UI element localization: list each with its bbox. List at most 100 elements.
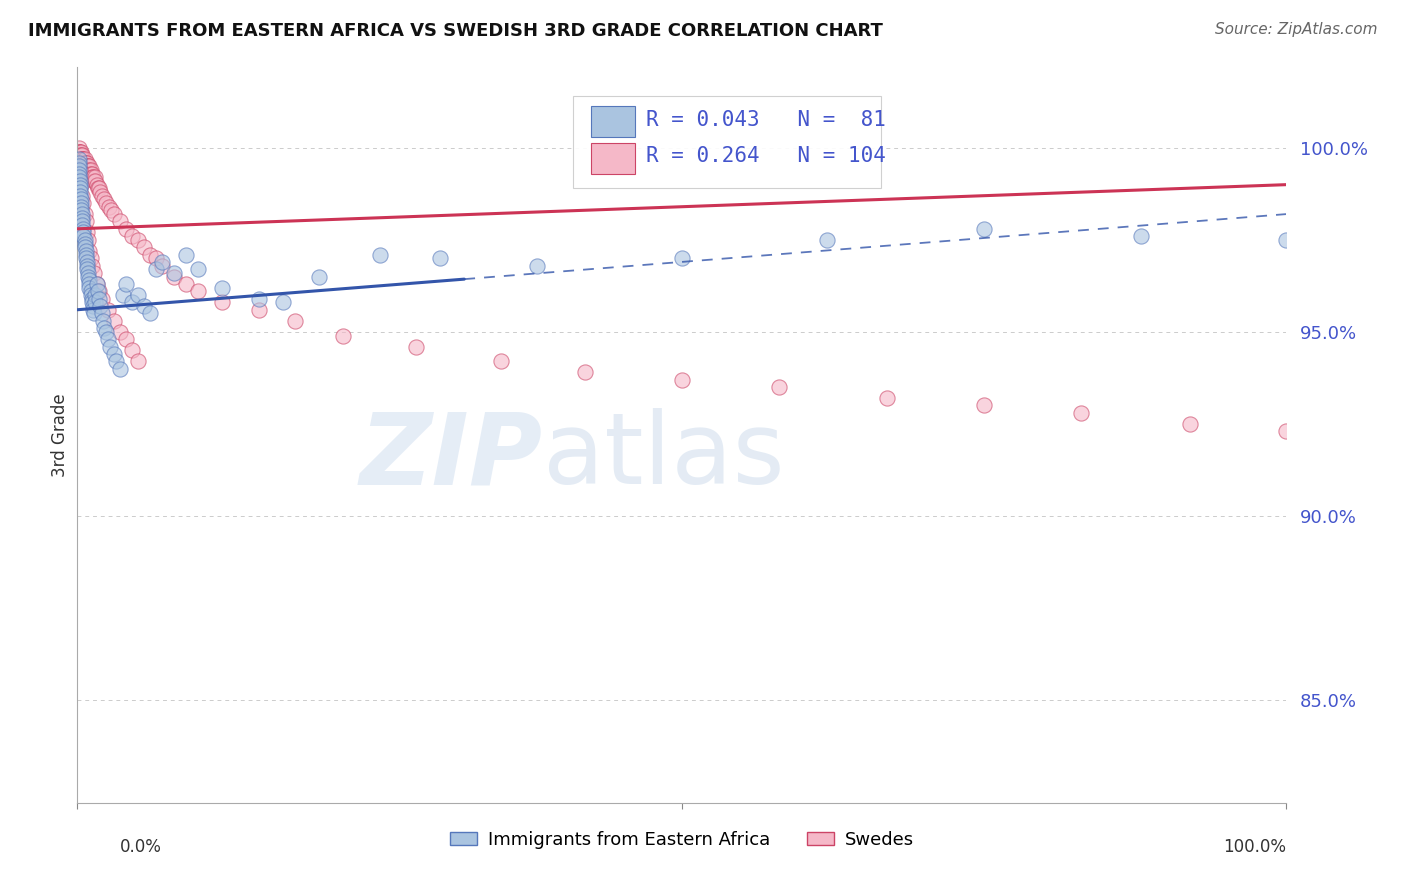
Point <box>87 292 110 306</box>
Point <box>79 277 101 291</box>
Point <box>70 152 93 166</box>
Point <box>69 152 91 166</box>
Point <box>815 233 838 247</box>
Point <box>72 226 94 240</box>
Point <box>73 236 96 251</box>
Point <box>70 152 93 166</box>
Point <box>187 262 209 277</box>
Point <box>69 178 91 192</box>
Point <box>73 233 96 247</box>
Point <box>84 170 107 185</box>
Point <box>429 252 451 266</box>
Point <box>73 159 96 173</box>
Point <box>114 277 136 291</box>
Point <box>163 269 186 284</box>
Point <box>67 152 90 166</box>
Point <box>150 259 173 273</box>
FancyBboxPatch shape <box>574 96 882 188</box>
Point <box>127 354 149 368</box>
Point <box>70 214 93 228</box>
Point <box>77 159 100 173</box>
Point <box>79 163 101 178</box>
Point <box>671 252 693 266</box>
Point <box>70 152 93 166</box>
Point <box>89 185 111 199</box>
Point <box>70 211 93 225</box>
Point <box>67 159 90 173</box>
Point <box>70 148 93 162</box>
Point <box>91 314 114 328</box>
Point <box>768 380 790 394</box>
Point <box>87 181 110 195</box>
Point <box>67 148 90 162</box>
Point <box>67 145 90 159</box>
Point <box>1130 229 1153 244</box>
Point <box>79 167 101 181</box>
Point <box>69 148 91 162</box>
Point <box>69 148 91 162</box>
Point <box>82 170 104 185</box>
Point <box>67 145 90 159</box>
Text: Source: ZipAtlas.com: Source: ZipAtlas.com <box>1215 22 1378 37</box>
Point <box>574 365 596 379</box>
Text: atlas: atlas <box>543 409 785 506</box>
Point <box>145 252 167 266</box>
Point <box>67 163 90 178</box>
Point <box>69 185 91 199</box>
Point <box>1275 233 1298 247</box>
Point <box>82 302 104 317</box>
Point <box>671 373 693 387</box>
Text: 100.0%: 100.0% <box>1223 838 1286 855</box>
Point <box>79 163 101 178</box>
Point <box>69 181 91 195</box>
Point <box>526 259 548 273</box>
Point <box>75 155 97 169</box>
Point <box>72 159 94 173</box>
Point <box>70 200 93 214</box>
Point <box>75 214 97 228</box>
Point <box>69 174 91 188</box>
Point <box>93 193 115 207</box>
Point <box>67 167 90 181</box>
Point <box>83 174 105 188</box>
Point <box>98 340 121 354</box>
Point <box>150 255 173 269</box>
Point <box>76 262 98 277</box>
Point <box>70 178 93 192</box>
Point <box>145 262 167 277</box>
Point <box>73 207 96 221</box>
Point <box>72 155 94 169</box>
Point <box>75 244 97 258</box>
Point <box>70 203 93 218</box>
Point <box>73 240 96 254</box>
Point <box>70 188 93 202</box>
Point <box>79 288 101 302</box>
Point <box>96 196 118 211</box>
Point <box>69 163 91 178</box>
Point <box>108 214 131 228</box>
Point <box>368 247 391 261</box>
Text: R = 0.264   N = 104: R = 0.264 N = 104 <box>645 146 886 167</box>
FancyBboxPatch shape <box>592 106 634 136</box>
Point <box>79 244 101 258</box>
Point <box>1178 417 1201 431</box>
Point <box>75 159 97 173</box>
Point <box>174 247 197 261</box>
Point <box>93 321 115 335</box>
Point <box>69 155 91 169</box>
Text: 0.0%: 0.0% <box>120 838 162 855</box>
Point <box>105 354 128 368</box>
Point <box>76 163 98 178</box>
Point <box>139 247 162 261</box>
Point <box>73 155 96 169</box>
Point <box>67 141 90 155</box>
Point <box>84 288 107 302</box>
Point <box>96 332 118 346</box>
Y-axis label: 3rd Grade: 3rd Grade <box>51 393 69 476</box>
Point <box>70 145 93 159</box>
Point <box>108 361 131 376</box>
Point <box>127 233 149 247</box>
Point <box>69 188 91 202</box>
Point <box>876 391 898 405</box>
Point <box>90 292 112 306</box>
